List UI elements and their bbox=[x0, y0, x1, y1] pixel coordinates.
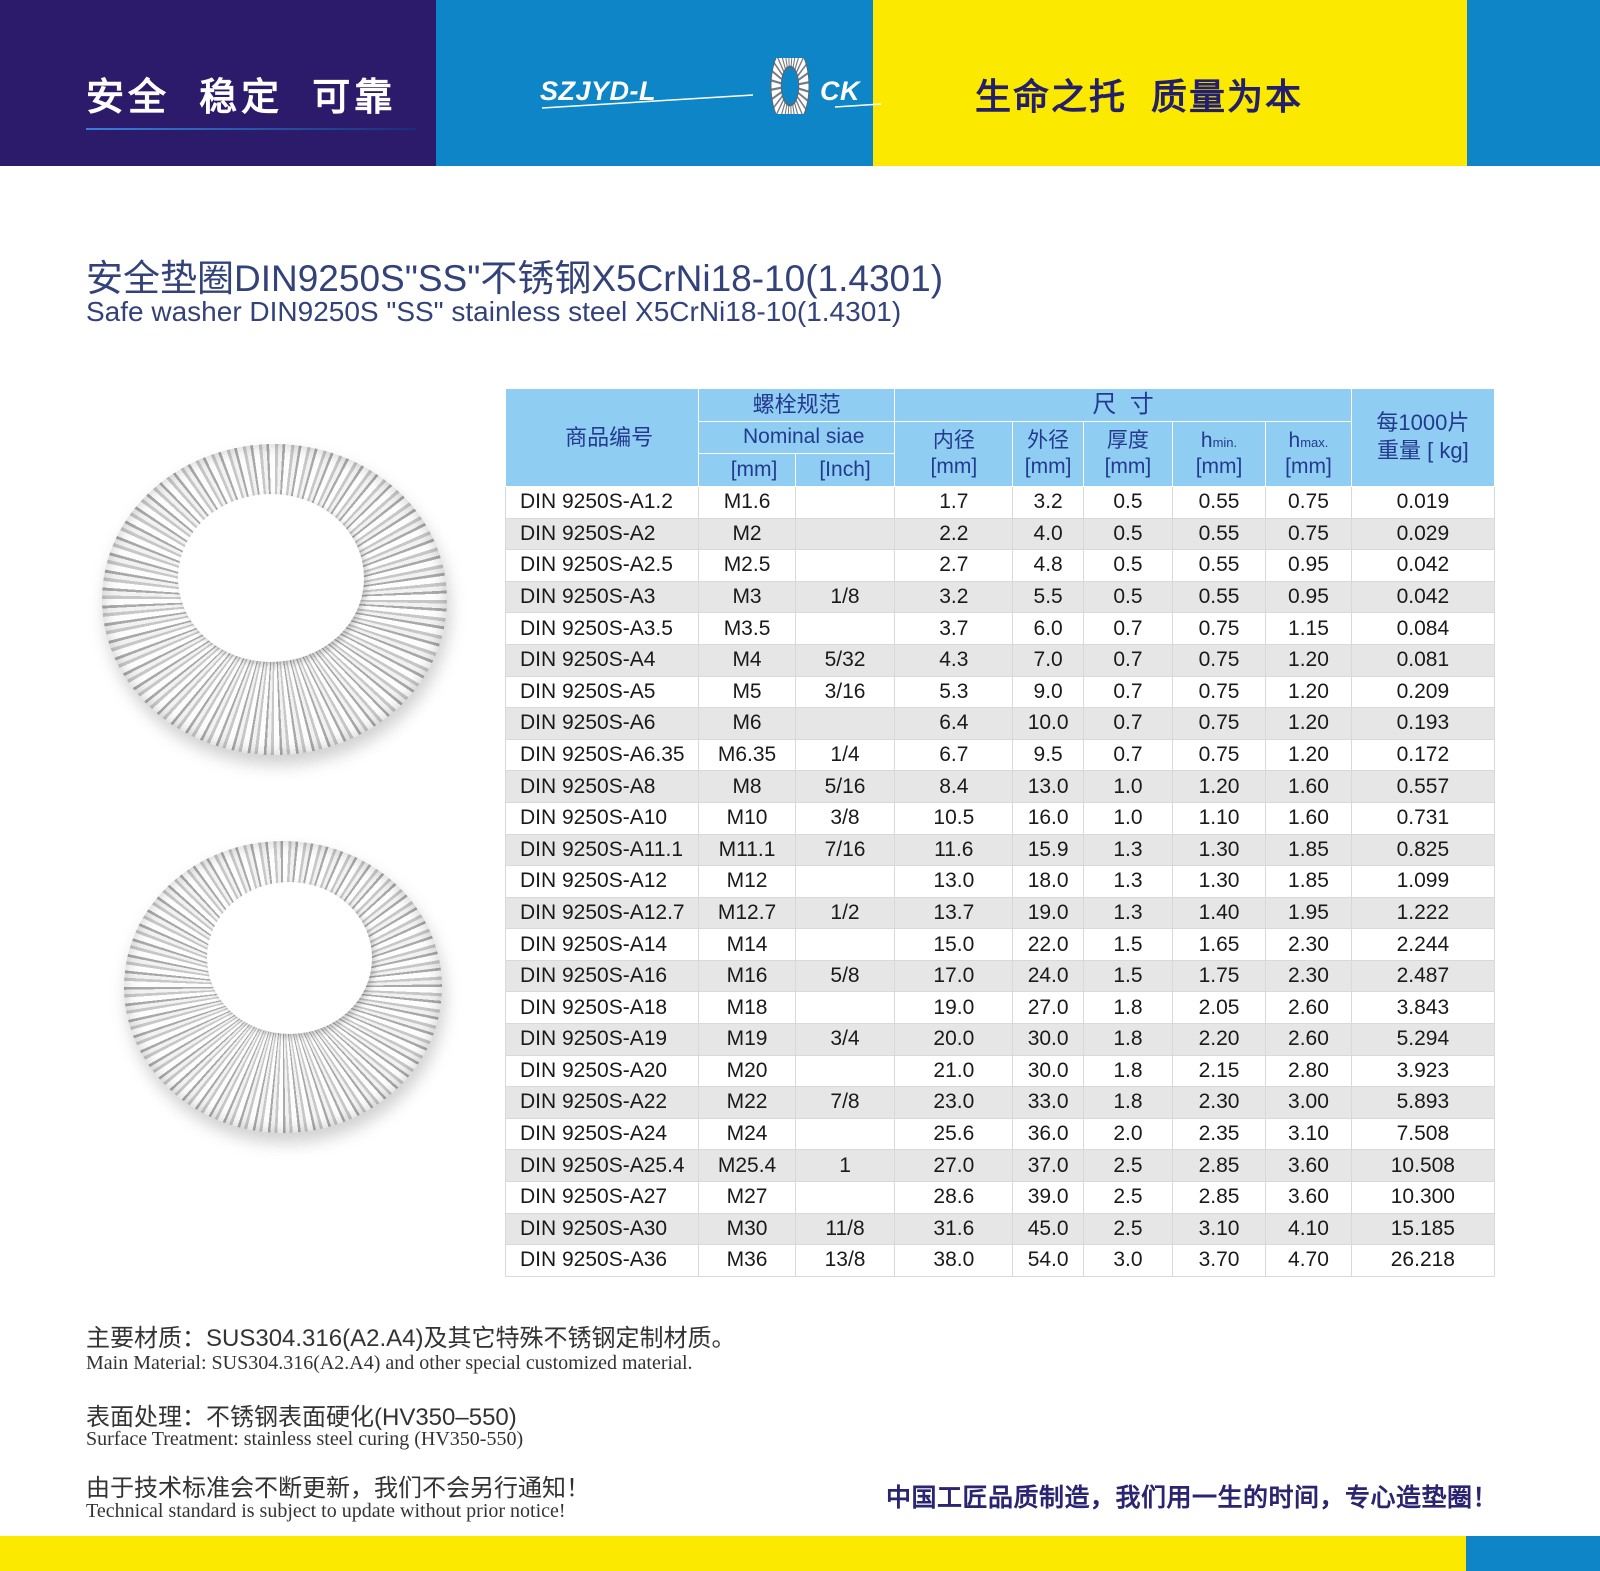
svg-text:CK: CK bbox=[820, 76, 862, 106]
